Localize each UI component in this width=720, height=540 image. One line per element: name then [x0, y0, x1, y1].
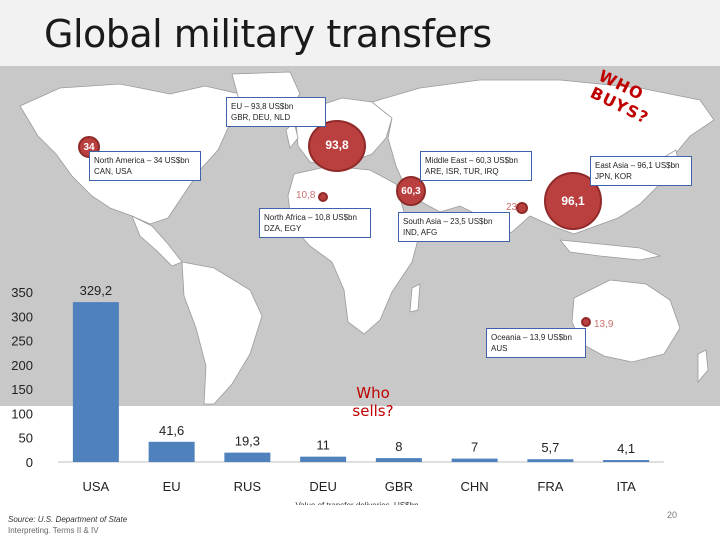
bubble-oceania-label: 13,9 — [594, 319, 614, 330]
callout-middle-east-line1: Middle East – 60,3 US$bn — [425, 156, 518, 165]
bar-value-label: 7 — [471, 440, 478, 455]
bar-value-label: 41,6 — [159, 423, 184, 438]
callout-south-asia-line2: IND, AFG — [403, 228, 438, 237]
callout-oceania-line1: Oceania – 13,9 US$bn — [491, 333, 572, 342]
y-tick-label: 150 — [11, 382, 33, 397]
bar-value-label: 5,7 — [541, 440, 559, 455]
who-sells-label: Who sells? — [352, 384, 394, 420]
callout-north-america: North America – 34 US$bn CAN, USA — [89, 151, 201, 181]
sellers-bar-chart: 0 50 100 150 200 250 300 350 329,2 USA 41,6 EU 19,3 R… — [0, 280, 720, 505]
y-tick-label: 200 — [11, 358, 33, 373]
bar-usa — [72, 302, 119, 462]
page-number: 20 — [667, 510, 678, 520]
x-axis-title: Value of transfer deliveries, US$bn — [295, 501, 418, 505]
bar-value-label: 19,3 — [235, 434, 260, 449]
callout-north-africa-line1: North Africa – 10,8 US$bn — [264, 213, 357, 222]
callout-east-asia: East Asia – 96,1 US$bn JPN, KOR — [590, 156, 692, 186]
bubble-eu: 93,8 — [308, 120, 366, 172]
callout-east-asia-line2: JPN, KOR — [595, 172, 632, 181]
bubble-north-africa-label: 10,8 — [296, 190, 316, 201]
slide-title: Global military transfers — [44, 12, 492, 56]
x-tick-label: FRA — [537, 479, 563, 494]
x-tick-label: RUS — [234, 479, 262, 494]
callout-oceania: Oceania – 13,9 US$bn AUS — [486, 328, 586, 358]
callout-south-asia: South Asia – 23,5 US$bn IND, AFG — [398, 212, 510, 242]
y-tick-label: 50 — [19, 431, 33, 446]
callout-middle-east-line2: ARE, ISR, TUR, IRQ — [425, 167, 499, 176]
callout-north-america-line2: CAN, USA — [94, 167, 132, 176]
title-band — [0, 0, 720, 66]
callout-middle-east: Middle East – 60,3 US$bn ARE, ISR, TUR, … — [420, 151, 532, 181]
bar-rus — [224, 452, 271, 462]
callout-north-africa: North Africa – 10,8 US$bn DZA, EGY — [259, 208, 371, 238]
y-tick-label: 350 — [11, 285, 33, 300]
callout-south-asia-line1: South Asia – 23,5 US$bn — [403, 217, 493, 226]
bubble-south-asia-label: 23,5 — [506, 202, 525, 213]
bar-gbr — [375, 458, 422, 462]
x-tick-label: DEU — [309, 479, 336, 494]
bar-value-label: 4,1 — [617, 441, 635, 456]
bar-ita — [603, 460, 650, 462]
callout-oceania-line2: AUS — [491, 344, 508, 353]
x-tick-label: EU — [163, 479, 181, 494]
callout-eu-line1: EU – 93,8 US$bn — [231, 102, 294, 111]
x-tick-label: CHN — [461, 479, 489, 494]
bar-value-label: 11 — [316, 438, 330, 453]
y-tick-label: 250 — [11, 334, 33, 349]
bubble-oceania — [581, 317, 591, 327]
y-tick-label: 300 — [11, 309, 33, 324]
x-tick-label: GBR — [385, 479, 413, 494]
bar-fra — [527, 459, 574, 462]
bubble-middle-east: 60,3 — [396, 176, 426, 206]
callout-north-america-line1: North America – 34 US$bn — [94, 156, 190, 165]
bar-chn — [451, 458, 498, 462]
y-tick-label: 0 — [26, 455, 33, 470]
bubble-north-africa — [318, 192, 328, 202]
bubble-south-asia — [516, 202, 528, 214]
y-tick-label: 100 — [11, 406, 33, 421]
callout-east-asia-line1: East Asia – 96,1 US$bn — [595, 161, 680, 170]
bar-value-label: 8 — [395, 439, 402, 454]
callout-eu: EU – 93,8 US$bn GBR, DEU, NLD — [226, 97, 326, 127]
x-tick-label: ITA — [616, 479, 636, 494]
callout-north-africa-line2: DZA, EGY — [264, 224, 302, 233]
subnote: Interpreting. Terms II & IV — [8, 526, 99, 535]
bar-eu — [148, 441, 195, 462]
bar-chart-svg: 0 50 100 150 200 250 300 350 329,2 USA 41,6 EU 19,3 R… — [11, 283, 664, 505]
x-tick-label: USA — [83, 479, 110, 494]
source-note: Source: U.S. Department of State — [8, 515, 128, 524]
callout-eu-line2: GBR, DEU, NLD — [231, 113, 291, 122]
bar-deu — [300, 456, 347, 462]
bar-value-label: 329,2 — [80, 283, 113, 298]
